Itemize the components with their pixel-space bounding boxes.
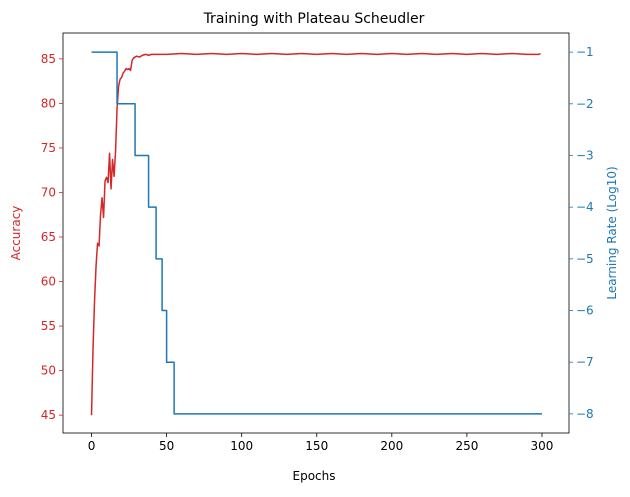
- y-right-tick-label: −5: [576, 252, 594, 266]
- y-right-tick-label: −3: [576, 148, 594, 162]
- x-tick-label: 100: [230, 439, 253, 453]
- y-left-tick-label: 80: [41, 96, 56, 110]
- y-axis-left-label: Accuracy: [9, 206, 23, 261]
- x-tick-label: 200: [380, 439, 403, 453]
- x-tick-label: 150: [305, 439, 328, 453]
- y-left-tick-label: 75: [41, 141, 56, 155]
- y-left-tick-label: 85: [41, 52, 56, 66]
- plot-frame: [62, 32, 570, 434]
- y-right-tick-label: −1: [576, 45, 594, 59]
- y-right-tick-label: −8: [576, 407, 594, 421]
- y-right-tick-label: −4: [576, 200, 594, 214]
- x-tick-label: 250: [455, 439, 478, 453]
- y-right-tick-label: −7: [576, 355, 594, 369]
- axes: 0 50 100 150 200 250 300 45 50 55 60 65 70 75 80 85 −8 −7…: [41, 32, 594, 453]
- x-tick-label: 300: [531, 439, 554, 453]
- plot-area: [90, 51, 542, 416]
- y-right-tick-label: −6: [576, 304, 594, 318]
- y-left-tick-label: 50: [41, 364, 56, 378]
- y-left-tick-label: 70: [41, 185, 56, 199]
- accuracy-line: [90, 52, 541, 416]
- x-tick-label: 0: [88, 439, 96, 453]
- y-right-tick-label: −2: [576, 97, 594, 111]
- y-left-tick-label: 45: [41, 408, 56, 422]
- learning-rate-line: [91, 51, 542, 415]
- y-left-tick-label: 65: [41, 230, 56, 244]
- x-tick-label: 50: [159, 439, 174, 453]
- chart-title: Training with Plateau Scheudler: [203, 11, 425, 27]
- y-left-tick-label: 55: [41, 319, 56, 333]
- x-axis-label: Epochs: [293, 469, 336, 483]
- y-axis-right-label: Learning Rate (Log10): [605, 166, 619, 299]
- y-left-tick-label: 60: [41, 275, 56, 289]
